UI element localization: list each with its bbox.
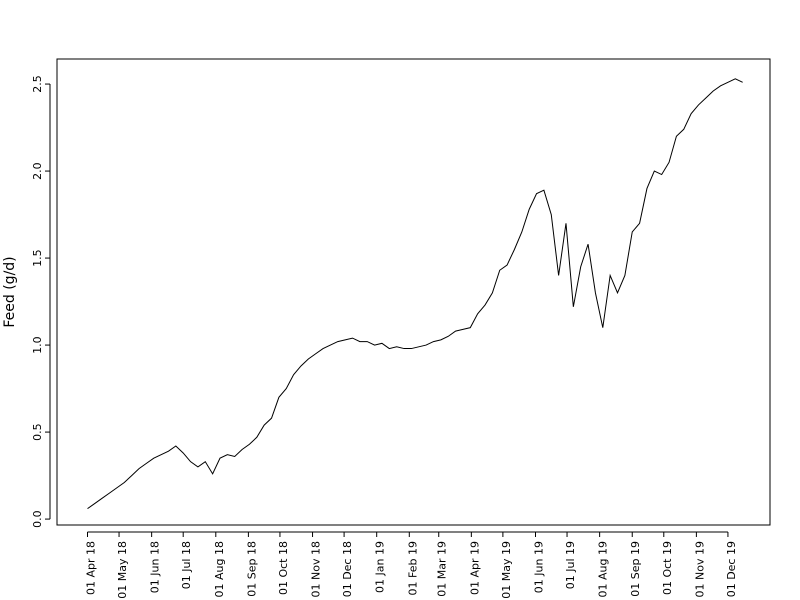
x-tick-label: 01 Sep 18 [245, 541, 258, 597]
x-tick-label: 01 Oct 18 [277, 541, 290, 595]
y-tick-label: 0.5 [31, 423, 44, 441]
x-tick-label: 01 Feb 19 [406, 541, 419, 595]
x-tick-label: 01 Mar 19 [436, 541, 449, 597]
y-axis-title: Feed (g/d) [2, 256, 18, 327]
x-tick-label: 01 Nov 18 [310, 541, 323, 597]
y-tick-label: 2.5 [31, 75, 44, 93]
plot-frame [56, 58, 771, 526]
y-tick-label: 1.5 [31, 249, 44, 267]
y-tick-label: 1.0 [31, 336, 44, 354]
x-tick-label: 01 Nov 19 [693, 541, 706, 597]
x-tick-label: 01 Jun 18 [149, 541, 162, 593]
x-tick-label: 01 Jul 18 [180, 541, 193, 589]
x-tick-label: 01 Dec 18 [341, 541, 354, 597]
data-line [87, 78, 743, 510]
y-tick-label: 0.0 [31, 510, 44, 528]
y-tick-label: 2.0 [31, 162, 44, 180]
x-tick-label: 01 Jul 19 [564, 541, 577, 589]
x-tick-label: 01 Aug 19 [597, 541, 610, 597]
x-tick-label: 01 Aug 18 [213, 541, 226, 597]
x-tick-label: 01 Jun 19 [532, 541, 545, 593]
x-tick-label: 01 Sep 19 [629, 541, 642, 597]
x-tick-label: 01 Jan 19 [374, 541, 387, 593]
x-tick-label: 01 Dec 19 [725, 541, 738, 597]
x-tick-label: 01 May 19 [500, 541, 513, 599]
x-tick-label: 01 Apr 19 [468, 541, 481, 595]
x-tick-label: 01 Apr 18 [84, 541, 97, 595]
x-tick-label: 01 May 18 [116, 541, 129, 599]
x-tick-label: 01 Oct 19 [661, 541, 674, 595]
